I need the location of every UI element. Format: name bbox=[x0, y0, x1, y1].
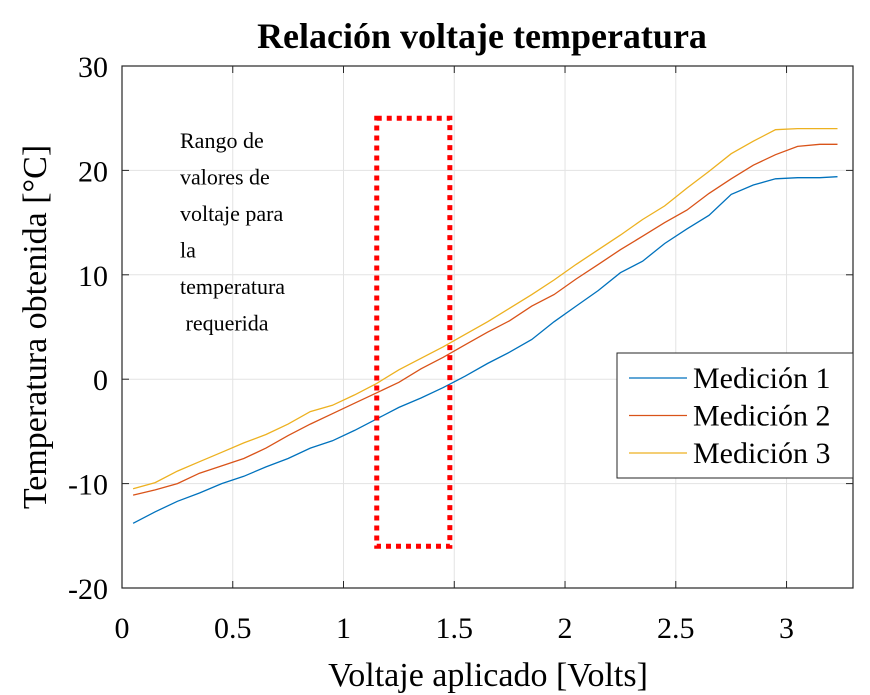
x-tick-label: 0.5 bbox=[214, 612, 252, 645]
x-tick-label: 2.5 bbox=[657, 612, 695, 645]
series-line-3 bbox=[132, 127, 838, 490]
x-tick-label: 0 bbox=[115, 612, 130, 645]
y-tick-label: -10 bbox=[68, 469, 108, 502]
y-tick-label: 20 bbox=[78, 155, 108, 188]
chart-title: Relación voltaje temperatura bbox=[257, 16, 707, 56]
x-tick-label: 3 bbox=[779, 612, 794, 645]
x-tick-label: 1.5 bbox=[436, 612, 474, 645]
annotation: Rango de valores de voltaje para la temperat… bbox=[180, 128, 285, 336]
annotation-line: voltaje para bbox=[180, 201, 283, 226]
x-tick-label: 2 bbox=[558, 612, 573, 645]
annotation-text: Rango de valores de voltaje para la temperat… bbox=[180, 128, 285, 336]
x-axis-label: Voltaje aplicado [Volts] bbox=[328, 657, 648, 694]
legend-label: Medición 2 bbox=[693, 400, 830, 433]
y-tick-label: -20 bbox=[68, 573, 108, 606]
legend-label: Medición 3 bbox=[693, 437, 830, 470]
y-tick-label: 10 bbox=[78, 260, 108, 293]
series-lines bbox=[132, 127, 838, 524]
y-tick-label: 30 bbox=[78, 51, 108, 84]
annotation-line: Rango de bbox=[180, 128, 264, 153]
axis-ticks: 0 0.5 1 1.5 2 2.5 3 -20 -10 0 10 20 30 bbox=[68, 51, 853, 645]
legend: Medición 1 Medición 2 Medición 3 bbox=[616, 352, 854, 479]
x-tick-label: 1 bbox=[336, 612, 351, 645]
plot-area-frame bbox=[121, 65, 854, 589]
series-line-1 bbox=[132, 176, 838, 524]
legend-label: Medición 1 bbox=[693, 362, 830, 395]
annotation-line: requerida bbox=[180, 311, 269, 336]
y-axis-label: Temperatura obtenida [°C] bbox=[17, 145, 54, 509]
y-tick-label: 0 bbox=[93, 364, 108, 397]
highlight-box bbox=[374, 115, 453, 549]
annotation-line: valores de bbox=[180, 165, 270, 190]
annotation-line: temperatura bbox=[180, 274, 285, 299]
annotation-line: la bbox=[180, 238, 196, 263]
series-line-2 bbox=[132, 143, 838, 496]
